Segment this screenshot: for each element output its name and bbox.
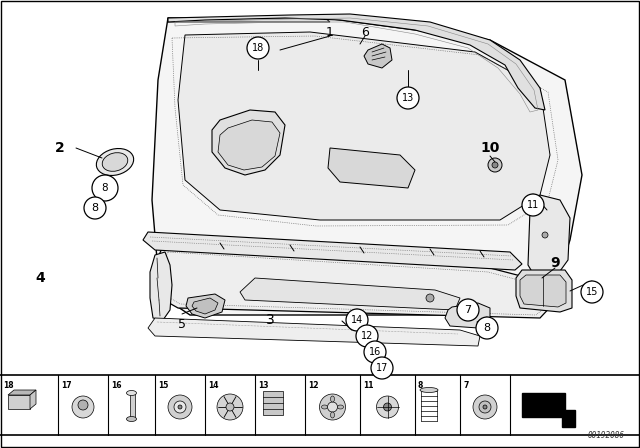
Polygon shape	[218, 120, 280, 170]
Text: 10: 10	[480, 141, 500, 155]
Circle shape	[346, 309, 368, 331]
Text: 14: 14	[208, 381, 218, 390]
Circle shape	[581, 281, 603, 303]
Circle shape	[479, 401, 491, 413]
Polygon shape	[152, 18, 582, 315]
Circle shape	[217, 394, 243, 420]
Text: 16: 16	[369, 347, 381, 357]
Ellipse shape	[97, 149, 134, 176]
Circle shape	[376, 396, 399, 418]
Ellipse shape	[127, 417, 136, 422]
Circle shape	[168, 395, 192, 419]
Circle shape	[522, 194, 544, 216]
Circle shape	[78, 400, 88, 410]
Polygon shape	[263, 391, 283, 415]
Text: 15: 15	[158, 381, 168, 390]
Circle shape	[426, 294, 434, 302]
Text: 18: 18	[252, 43, 264, 53]
Polygon shape	[445, 303, 490, 328]
Circle shape	[226, 403, 234, 411]
Text: 17: 17	[376, 363, 388, 373]
Text: 00192086: 00192086	[588, 431, 625, 440]
Text: 18: 18	[3, 381, 13, 390]
Text: 11: 11	[363, 381, 374, 390]
Text: 4: 4	[35, 271, 45, 285]
Text: 13: 13	[258, 381, 269, 390]
Text: 15: 15	[586, 287, 598, 297]
Text: 6: 6	[361, 26, 369, 39]
Bar	[129, 393, 134, 419]
Polygon shape	[522, 393, 575, 427]
Text: 7: 7	[463, 381, 468, 390]
Polygon shape	[178, 32, 550, 220]
Text: 2: 2	[55, 141, 65, 155]
Text: 7: 7	[465, 305, 472, 315]
Circle shape	[328, 402, 337, 412]
Text: 8: 8	[483, 323, 491, 333]
Polygon shape	[328, 148, 415, 188]
Polygon shape	[240, 278, 460, 310]
Circle shape	[383, 403, 392, 411]
Ellipse shape	[127, 391, 136, 396]
Circle shape	[72, 396, 94, 418]
Polygon shape	[8, 390, 36, 395]
Text: 9: 9	[550, 256, 560, 270]
Polygon shape	[212, 110, 285, 175]
Circle shape	[84, 197, 106, 219]
Text: 12: 12	[361, 331, 373, 341]
Polygon shape	[168, 18, 330, 22]
Polygon shape	[148, 318, 480, 346]
Circle shape	[473, 395, 497, 419]
Text: 8: 8	[418, 381, 424, 390]
Ellipse shape	[337, 405, 344, 409]
Polygon shape	[30, 390, 36, 409]
Circle shape	[371, 357, 393, 379]
Circle shape	[457, 299, 479, 321]
Polygon shape	[192, 298, 218, 314]
Circle shape	[476, 317, 498, 339]
Polygon shape	[516, 270, 572, 312]
Polygon shape	[155, 248, 555, 318]
Text: 17: 17	[61, 381, 72, 390]
Text: 8: 8	[102, 183, 108, 193]
Circle shape	[397, 87, 419, 109]
Polygon shape	[168, 14, 545, 110]
Ellipse shape	[330, 396, 335, 402]
Text: 16: 16	[111, 381, 122, 390]
Circle shape	[492, 162, 498, 168]
Circle shape	[178, 405, 182, 409]
Circle shape	[488, 158, 502, 172]
Polygon shape	[528, 195, 570, 280]
Text: 8: 8	[92, 203, 99, 213]
Polygon shape	[143, 232, 522, 270]
Ellipse shape	[102, 153, 128, 171]
Circle shape	[92, 175, 118, 201]
Circle shape	[247, 37, 269, 59]
Polygon shape	[8, 395, 30, 409]
Bar	[0, 375, 640, 448]
Circle shape	[364, 341, 386, 363]
Ellipse shape	[321, 405, 328, 409]
Text: 14: 14	[351, 315, 363, 325]
Text: 13: 13	[402, 93, 414, 103]
Text: 3: 3	[266, 313, 275, 327]
Circle shape	[542, 232, 548, 238]
Polygon shape	[364, 44, 392, 68]
Polygon shape	[186, 294, 225, 318]
Text: 5: 5	[178, 318, 186, 331]
Text: 12: 12	[308, 381, 319, 390]
Text: 11: 11	[527, 200, 539, 210]
Circle shape	[174, 401, 186, 413]
Polygon shape	[150, 252, 172, 320]
Ellipse shape	[330, 412, 335, 418]
Text: 1: 1	[326, 26, 334, 39]
Circle shape	[483, 405, 487, 409]
Polygon shape	[520, 275, 566, 307]
Circle shape	[319, 394, 346, 420]
Ellipse shape	[420, 388, 438, 392]
Circle shape	[356, 325, 378, 347]
